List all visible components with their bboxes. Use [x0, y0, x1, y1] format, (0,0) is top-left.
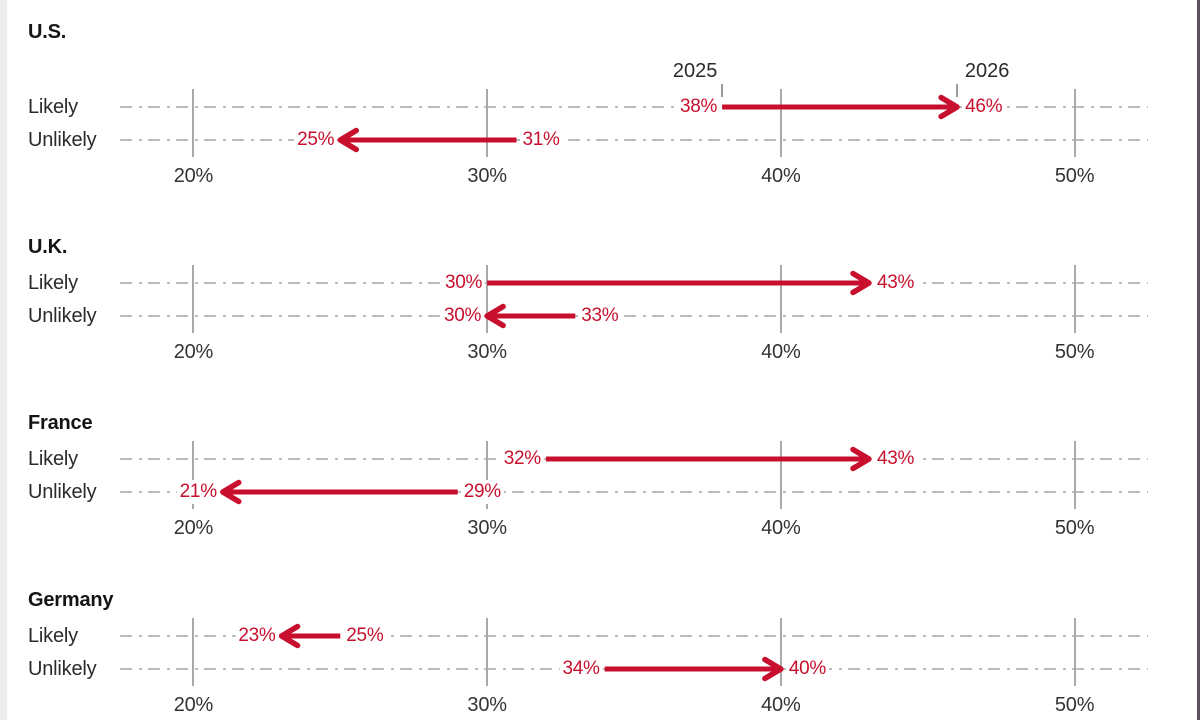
row-gridline — [120, 139, 1148, 141]
window-edge-right — [1197, 0, 1200, 720]
axis-tick — [1073, 265, 1076, 333]
country-title: Germany — [28, 589, 114, 611]
trend-arrow-left — [278, 623, 341, 649]
arrowhead-icon — [278, 623, 301, 649]
value-label-end: 43% — [873, 447, 918, 471]
value-label-end: 46% — [962, 95, 1006, 119]
axis-tick-label: 20% — [173, 694, 214, 716]
axis-tick — [1073, 89, 1076, 157]
value-label-end: 21% — [176, 480, 220, 504]
value-label-start: 25% — [343, 624, 387, 648]
row-gridline — [120, 282, 1148, 284]
axis-tick-label: 30% — [467, 517, 507, 539]
axis-tick — [486, 265, 489, 333]
row-gridline — [120, 491, 1148, 493]
value-label-end: 23% — [235, 624, 279, 648]
arrowhead-icon — [938, 94, 960, 120]
value-label-start: 32% — [500, 447, 544, 471]
axis-tick-label: 20% — [173, 517, 214, 539]
arrowhead-icon — [762, 656, 784, 682]
year-label-start: 2025 — [672, 60, 718, 82]
trend-arrow-right — [487, 270, 872, 296]
trend-arrow-left — [337, 127, 517, 153]
axis-tick — [779, 441, 782, 509]
axis-tick — [486, 89, 489, 157]
value-label-end: 30% — [441, 304, 485, 328]
value-label-start: 33% — [578, 304, 622, 328]
year-tick — [721, 84, 724, 97]
axis-tick-label: 20% — [173, 341, 214, 363]
trend-arrow-left — [484, 303, 576, 329]
axis-tick-label: 30% — [467, 694, 507, 716]
axis-tick-label: 50% — [1054, 165, 1095, 187]
axis-tick — [192, 618, 195, 686]
axis-tick-label: 30% — [467, 341, 507, 363]
value-label-end: 25% — [294, 128, 338, 152]
country-title: U.K. — [28, 236, 68, 258]
row-label-unlikely: Unlikely — [28, 305, 97, 327]
arrowhead-icon — [220, 479, 242, 505]
year-tick — [956, 84, 959, 97]
trend-arrow-right — [545, 446, 872, 472]
axis-tick — [779, 265, 782, 333]
row-gridline — [120, 458, 1148, 460]
axis-tick-label: 40% — [761, 165, 801, 187]
value-label-start: 30% — [442, 271, 486, 295]
axis-tick-label: 50% — [1054, 517, 1095, 539]
arrowhead-icon — [337, 127, 360, 153]
axis-tick — [779, 618, 782, 686]
axis-tick — [192, 89, 195, 157]
row-gridline — [120, 106, 1148, 108]
trend-arrow-right — [604, 656, 784, 682]
row-label-likely: Likely — [28, 96, 78, 118]
axis-tick — [192, 265, 195, 333]
trend-arrow-left — [220, 479, 458, 505]
arrowhead-icon — [850, 446, 872, 472]
axis-tick-label: 40% — [761, 517, 801, 539]
row-label-unlikely: Unlikely — [28, 129, 97, 151]
value-label-start: 29% — [460, 480, 504, 504]
arrowhead-icon — [484, 303, 506, 329]
axis-tick-label: 20% — [173, 165, 214, 187]
row-label-likely: Likely — [28, 272, 78, 294]
row-gridline — [120, 668, 1148, 670]
axis-tick-label: 40% — [761, 694, 801, 716]
window-edge-left — [0, 0, 7, 720]
value-label-end: 43% — [873, 271, 918, 295]
value-label-start: 38% — [676, 95, 721, 119]
axis-tick — [192, 441, 195, 509]
value-label-start: 34% — [559, 657, 603, 681]
country-title: U.S. — [28, 21, 67, 43]
axis-tick — [1073, 618, 1076, 686]
axis-tick — [779, 89, 782, 157]
axis-tick-label: 30% — [467, 165, 507, 187]
axis-tick-label: 40% — [761, 341, 801, 363]
country-title: France — [28, 412, 93, 434]
trend-arrow-right — [722, 94, 960, 120]
value-label-end: 40% — [785, 657, 829, 681]
arrowhead-icon — [850, 270, 872, 296]
year-label-end: 2026 — [964, 60, 1010, 82]
axis-tick — [486, 618, 489, 686]
axis-tick-label: 50% — [1054, 694, 1095, 716]
value-label-start: 31% — [519, 128, 563, 152]
row-label-unlikely: Unlikely — [28, 481, 97, 503]
row-gridline — [120, 315, 1148, 317]
row-label-unlikely: Unlikely — [28, 658, 97, 680]
row-label-likely: Likely — [28, 625, 78, 647]
axis-tick — [1073, 441, 1076, 509]
row-label-likely: Likely — [28, 448, 78, 470]
axis-tick-label: 50% — [1054, 341, 1095, 363]
row-gridline — [120, 635, 1148, 637]
axis-tick — [486, 441, 489, 509]
